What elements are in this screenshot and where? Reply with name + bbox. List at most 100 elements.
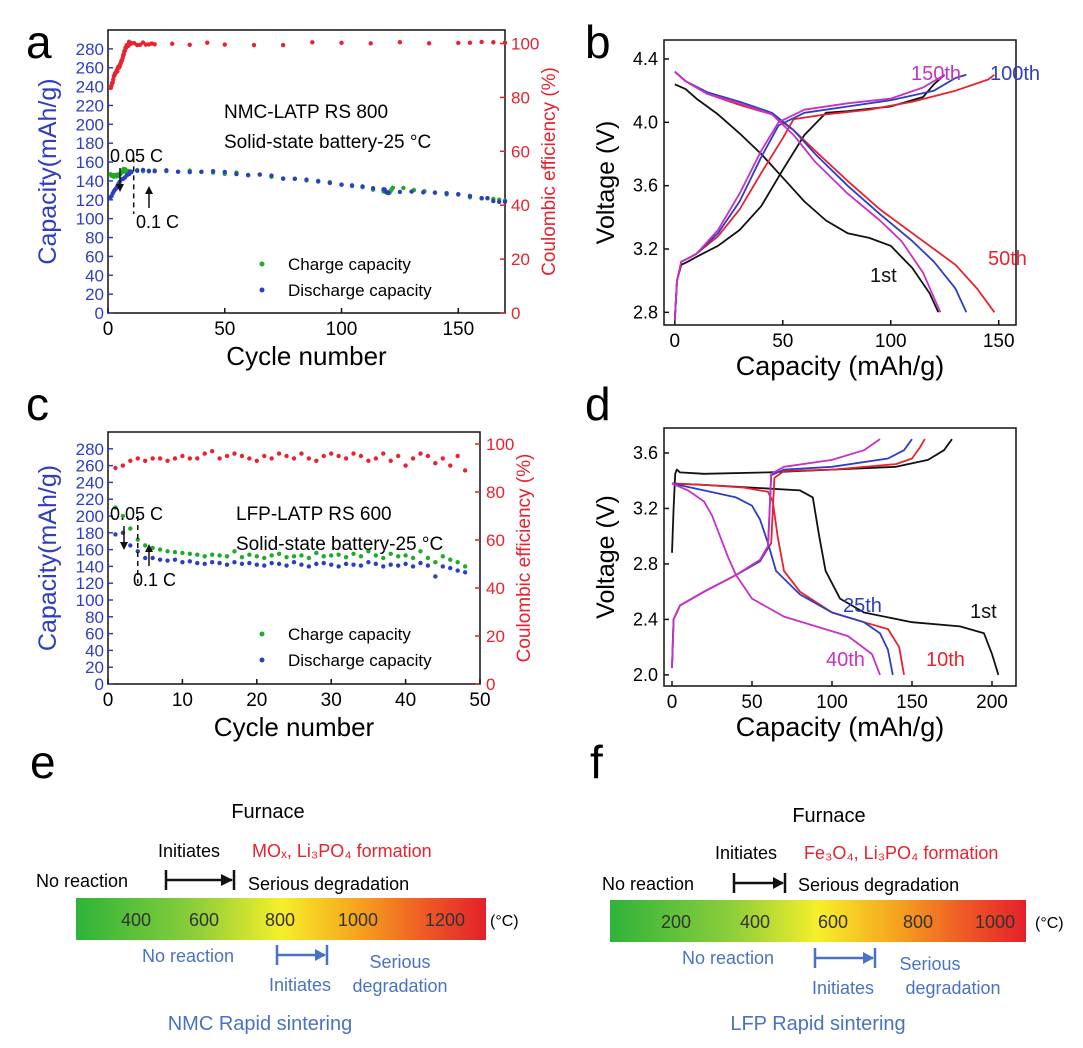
ce-point	[222, 42, 227, 47]
charge-point	[128, 526, 133, 531]
ce-point	[254, 458, 259, 463]
ce-point	[381, 451, 386, 456]
curve-charge	[673, 74, 946, 321]
tick-label: 1200	[425, 910, 465, 930]
charge-point	[306, 555, 312, 561]
ce-point	[426, 41, 432, 46]
charge-point	[440, 554, 445, 559]
annotation-rate-low: 0.05 C	[110, 504, 163, 524]
discharge-point	[418, 560, 423, 566]
discharge-point	[284, 563, 289, 568]
charge-point	[247, 552, 252, 557]
annotation-sample: NMC-LATP RS 800	[224, 102, 388, 123]
discharge-point	[395, 563, 401, 568]
temperature-gradient-bar	[76, 898, 486, 940]
discharge-point	[381, 564, 386, 569]
y-axis-title: Voltage (V)	[592, 495, 620, 619]
discharge-point	[388, 562, 393, 567]
y-tick-label: 160	[76, 153, 104, 172]
plot-frame	[107, 29, 506, 314]
charge-point	[262, 555, 267, 561]
y-tick-label: 160	[76, 541, 104, 560]
ce-point	[425, 453, 431, 459]
ce-point	[310, 40, 315, 45]
discharge-point	[269, 560, 274, 566]
rate-low-arrowhead	[116, 184, 124, 192]
y-tick-label: 240	[76, 78, 104, 97]
y-tick-label: 180	[76, 524, 104, 543]
discharge-point	[491, 198, 496, 204]
curve-label: 1st	[970, 601, 997, 623]
discharge-point	[485, 196, 490, 201]
discharge-point	[239, 561, 245, 567]
y-tick-label: 200	[76, 507, 104, 526]
discharge-point	[336, 564, 341, 569]
rate-high-arrowhead	[145, 186, 153, 194]
discharge-point	[134, 168, 140, 173]
discharge-point	[329, 562, 334, 567]
ce-point	[195, 456, 200, 461]
charge-point	[135, 537, 140, 542]
discharge-point	[262, 563, 267, 568]
y2-tick-label: 40	[486, 579, 505, 598]
discharge-point	[502, 199, 508, 204]
x-tick-label: 20	[246, 690, 267, 711]
tick-label: 1000	[338, 910, 378, 930]
discharge-point	[254, 562, 259, 567]
discharge-point	[432, 190, 438, 195]
y-tick-label: 3.6	[633, 176, 658, 196]
charge-point	[239, 554, 245, 560]
furnace-products-label: Fe₃O₄, Li₃PO₄ formation	[804, 843, 998, 863]
furnace-initiates-label: Initiates	[715, 843, 777, 863]
y-tick-label: 260	[76, 59, 104, 78]
discharge-point	[444, 190, 449, 196]
rapid-serious-label-line2: degradation	[352, 976, 447, 996]
curve-discharge	[671, 482, 905, 676]
tick-label: 400	[740, 912, 770, 932]
ce-point	[321, 453, 326, 459]
ce-point	[299, 451, 304, 456]
ce-point	[128, 458, 133, 463]
y-tick-label: 100	[76, 591, 104, 610]
ce-point	[232, 451, 237, 456]
y-tick-label: 220	[76, 96, 104, 115]
charge-point	[291, 554, 297, 559]
furnace-no-reaction-label: No reaction	[602, 874, 694, 894]
tick-label: 400	[121, 910, 151, 930]
charge-point	[284, 554, 289, 560]
discharge-point	[421, 190, 426, 195]
chart-panel-a: 0204060801001201401601802002202402602800…	[34, 29, 560, 371]
discharge-point	[409, 189, 414, 194]
ce-point	[329, 451, 334, 456]
discharge-point	[113, 532, 118, 537]
ce-point	[276, 451, 282, 456]
tick-label: 800	[903, 912, 933, 932]
curve-label: 50th	[988, 248, 1027, 270]
discharge-point	[403, 561, 408, 567]
ce-point	[433, 461, 438, 466]
discharge-point	[245, 173, 251, 178]
charge-point	[351, 551, 356, 556]
discharge-point	[143, 555, 148, 561]
chart-panel-c: 0204060801001201401601802002202402602800…	[34, 431, 535, 742]
x-tick-label: 10	[172, 690, 193, 711]
ce-point	[358, 453, 364, 459]
chart-panel-d: 2.0 2.4 2.8 3.2 3.6 0 50 100 150 200 Capacity (mAh…	[592, 427, 1017, 742]
x-tick-label: 0	[667, 692, 678, 713]
ce-point	[479, 39, 484, 45]
ce-point	[113, 465, 118, 471]
x-tick-label: 50	[741, 692, 762, 713]
discharge-point	[433, 574, 438, 579]
discharge-point	[496, 199, 502, 205]
rapid-no-reaction-label: No reaction	[142, 946, 234, 966]
charge-point	[425, 555, 431, 561]
discharge-point	[462, 570, 468, 575]
discharge-point	[373, 561, 379, 567]
annotation-rate-high: 0.1 C	[136, 212, 179, 232]
discharge-point	[358, 563, 364, 568]
ce-point	[388, 458, 393, 463]
curve-label: 10th	[926, 649, 965, 671]
ce-point	[343, 456, 349, 461]
discharge-point	[128, 543, 133, 548]
discharge-point	[257, 172, 262, 177]
